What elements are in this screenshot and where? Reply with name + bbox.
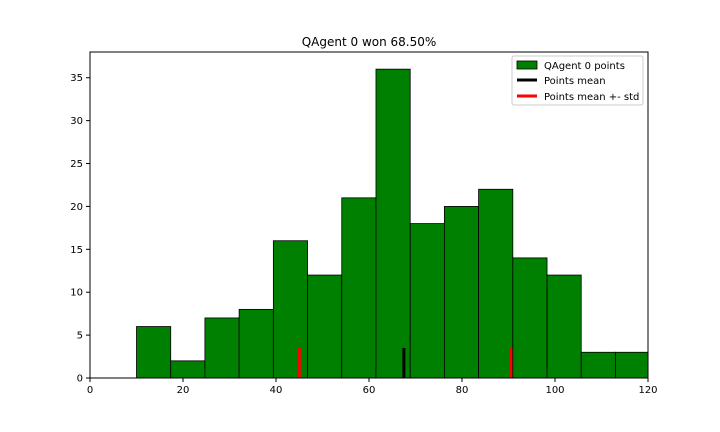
x-tick-label: 40	[270, 385, 283, 396]
y-tick-label: 0	[77, 374, 83, 385]
histogram-bar	[307, 274, 343, 379]
histogram-bar	[238, 308, 274, 379]
histogram-bar	[170, 360, 206, 379]
x-tick-label: 80	[456, 385, 469, 396]
histogram-bar	[375, 68, 411, 379]
chart-title: QAgent 0 won 68.50%	[302, 35, 437, 49]
x-tick-label: 100	[545, 385, 564, 396]
histogram-bar	[272, 240, 308, 379]
histogram-bar	[204, 317, 240, 379]
y-tick-label: 10	[70, 288, 83, 299]
histogram-bar	[443, 206, 480, 379]
histogram-bar	[546, 274, 582, 379]
bars-group	[136, 68, 649, 379]
markers-group	[297, 347, 513, 378]
histogram-bar	[580, 351, 616, 379]
x-tick-label: 120	[638, 385, 657, 396]
y-tick-label: 30	[70, 116, 83, 127]
x-axis: 0 20 40 60 80 100 120	[87, 378, 658, 396]
x-tick-label: 0	[87, 385, 93, 396]
histogram-bar	[615, 351, 649, 379]
histogram-bar	[136, 326, 172, 379]
legend-box	[511, 55, 644, 106]
y-tick-label: 25	[70, 159, 83, 170]
histogram-bar	[341, 197, 377, 379]
y-tick-label: 35	[70, 73, 83, 84]
y-tick-label: 5	[77, 331, 83, 342]
legend-label-std: Points mean +- std	[544, 92, 639, 103]
x-tick-label: 60	[363, 385, 376, 396]
legend: QAgent 0 points Points mean Points mean …	[511, 55, 644, 106]
legend-label-bars: QAgent 0 points	[544, 61, 625, 72]
legend-swatch-bars	[516, 60, 538, 70]
y-tick-label: 20	[70, 202, 83, 213]
histogram-bar	[478, 188, 514, 379]
y-axis: 0 5 10 15 20 25 30 35	[70, 73, 90, 385]
x-tick-label: 20	[177, 385, 190, 396]
histogram-bar	[409, 223, 445, 379]
legend-label-mean: Points mean	[544, 76, 606, 87]
histogram-bar	[512, 257, 548, 379]
y-tick-label: 15	[70, 245, 83, 256]
